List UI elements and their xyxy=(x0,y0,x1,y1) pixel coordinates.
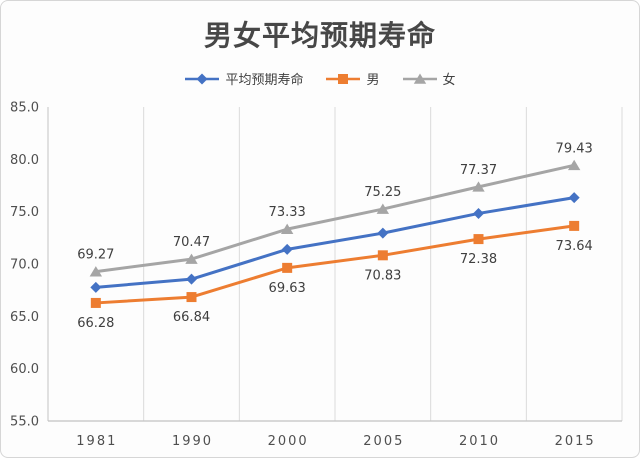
svg-text:66.28: 66.28 xyxy=(77,316,114,331)
svg-text:75.25: 75.25 xyxy=(364,185,401,200)
svg-text:72.38: 72.38 xyxy=(460,252,497,267)
legend-item-average: 平均预期寿命 xyxy=(184,69,303,88)
legend-label-male: 男 xyxy=(366,73,380,88)
svg-text:70.47: 70.47 xyxy=(173,235,210,250)
life-expectancy-line-chart: 85.0 80.0 75.0 70.0 65.0 60.0 55.0 1981 1990 2000… xyxy=(10,101,623,449)
svg-text:60.0: 60.0 xyxy=(10,362,39,377)
chart-legend: 平均预期寿命 男 女 xyxy=(1,69,639,88)
legend-label-average: 平均预期寿命 xyxy=(225,73,304,88)
svg-text:73.64: 73.64 xyxy=(556,239,593,254)
svg-text:70.83: 70.83 xyxy=(364,268,401,283)
svg-text:2015: 2015 xyxy=(555,434,596,449)
legend-label-female: 女 xyxy=(442,73,456,88)
svg-text:55.0: 55.0 xyxy=(10,415,39,430)
svg-text:77.37: 77.37 xyxy=(460,163,497,178)
triangle-marker-icon xyxy=(402,73,437,84)
svg-text:69.63: 69.63 xyxy=(269,281,306,296)
svg-text:65.0: 65.0 xyxy=(10,310,39,325)
svg-text:73.33: 73.33 xyxy=(269,205,306,220)
svg-text:85.0: 85.0 xyxy=(10,101,39,116)
svg-text:80.0: 80.0 xyxy=(10,153,39,168)
square-marker-icon xyxy=(326,73,361,84)
svg-text:75.0: 75.0 xyxy=(10,205,39,220)
legend-item-male: 男 xyxy=(325,69,380,88)
svg-text:2010: 2010 xyxy=(459,434,500,449)
svg-text:2000: 2000 xyxy=(268,434,309,449)
svg-text:79.43: 79.43 xyxy=(556,141,593,156)
svg-text:66.84: 66.84 xyxy=(173,310,210,325)
chart-title: 男女平均预期寿命 xyxy=(203,19,436,52)
svg-text:1990: 1990 xyxy=(172,434,213,449)
legend-item-female: 女 xyxy=(402,69,456,88)
svg-text:70.0: 70.0 xyxy=(10,258,39,273)
svg-text:2005: 2005 xyxy=(363,434,404,449)
diamond-marker-icon xyxy=(185,73,220,84)
svg-text:69.27: 69.27 xyxy=(77,248,114,263)
svg-text:1981: 1981 xyxy=(76,434,117,449)
